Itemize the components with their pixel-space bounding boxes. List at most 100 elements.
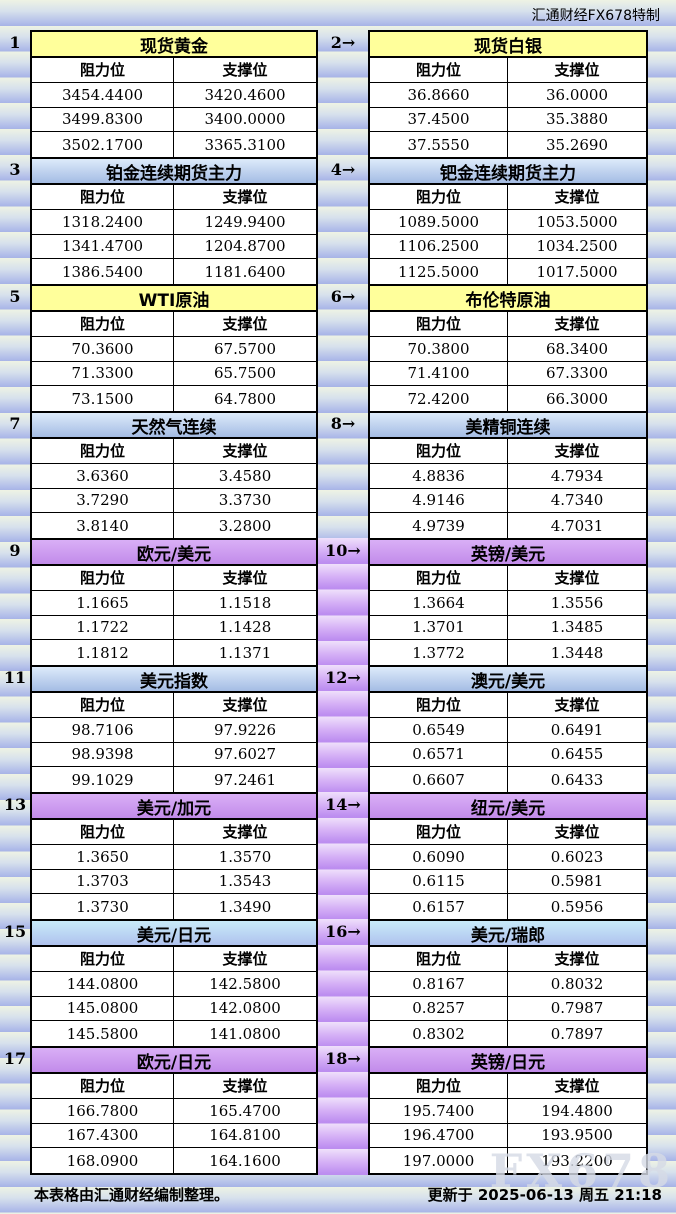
right-table-wrap: 现货白银 阻力位 支撑位 36.8660 36.0000 37.4500 35.3880 37… [368, 30, 648, 159]
support-value-cell: 1034.2500 [508, 234, 646, 260]
right-margin [648, 538, 676, 667]
right-table-wrap: 纽元/美元 阻力位 支撑位 0.6090 0.6023 0.6115 0.5981 0.615… [368, 792, 648, 921]
resistance-header: 阻力位 [370, 439, 508, 464]
resistance-value-cell: 98.9398 [32, 742, 174, 768]
resistance-header: 阻力位 [32, 693, 174, 718]
left-table-wrap: 美元/加元 阻力位 支撑位 1.3650 1.3570 1.3703 1.3543 1.373… [30, 792, 318, 921]
right-margin [648, 30, 676, 159]
resistance-value-cell: 1341.4700 [32, 234, 174, 260]
support-header: 支撑位 [174, 947, 316, 972]
row-number: 5 [9, 287, 21, 306]
resistance-header: 阻力位 [370, 693, 508, 718]
quote-table: 美元/加元 阻力位 支撑位 1.3650 1.3570 1.3703 1.3543 1.373… [30, 792, 318, 921]
right-table-wrap: 美精铜连续 阻力位 支撑位 4.8836 4.7934 4.9146 4.7340 4.973… [368, 411, 648, 540]
quote-table: 英镑/美元 阻力位 支撑位 1.3664 1.3556 1.3701 1.3485 1.377… [368, 538, 648, 667]
resistance-header: 阻力位 [32, 947, 174, 972]
row-number: 7 [9, 414, 21, 433]
center-strip: 8→ [318, 411, 368, 540]
resistance-value-cell: 1125.5000 [370, 259, 508, 284]
resistance-value-cell: 3.8140 [32, 513, 174, 538]
row-number: 17 [3, 1049, 27, 1068]
support-value-cell: 3.3730 [174, 488, 316, 514]
table-title: 天然气连续 [32, 413, 316, 439]
support-value-cell: 67.3300 [508, 361, 646, 387]
table-title: 铂金连续期货主力 [32, 159, 316, 185]
center-strip: 2→ [318, 30, 368, 159]
resistance-header: 阻力位 [32, 185, 174, 210]
left-row-number-column: 3 [0, 157, 30, 286]
section-row: 5 WTI原油 阻力位 支撑位 70.3600 67.5700 71.3300 65.7500… [0, 284, 676, 413]
support-value-cell: 1.3448 [508, 640, 646, 665]
right-table-wrap: 布伦特原油 阻力位 支撑位 70.3800 68.3400 71.4100 67.3300 7… [368, 284, 648, 413]
support-value-cell: 142.5800 [174, 971, 316, 997]
resistance-value-cell: 4.9146 [370, 488, 508, 514]
quote-table: 欧元/日元 阻力位 支撑位 166.7800 165.4700 167.4300 164.8… [30, 1046, 318, 1175]
resistance-value-cell: 144.0800 [32, 971, 174, 997]
resistance-value-cell: 1.3703 [32, 869, 174, 895]
support-header: 支撑位 [174, 1074, 316, 1099]
resistance-value-cell: 1089.5000 [370, 209, 508, 235]
footer-updated-timestamp: 更新于 2025-06-13 周五 21:18 [427, 1186, 662, 1204]
quote-table: 英镑/日元 阻力位 支撑位 195.7400 194.4800 196.4700 193.9… [368, 1046, 648, 1175]
resistance-header: 阻力位 [370, 1074, 508, 1099]
left-row-number-column: 17 [0, 1046, 30, 1175]
resistance-value-cell: 1.3701 [370, 615, 508, 641]
row-number-arrow: 18→ [325, 1049, 361, 1068]
support-header: 支撑位 [174, 185, 316, 210]
quote-table: 钯金连续期货主力 阻力位 支撑位 1089.5000 1053.5000 1106.250… [368, 157, 648, 286]
support-value-cell: 141.0800 [174, 1021, 316, 1046]
resistance-value-cell: 4.9739 [370, 513, 508, 538]
resistance-header: 阻力位 [370, 312, 508, 337]
support-header: 支撑位 [174, 820, 316, 845]
brand-label: 汇通财经FX678特制 [531, 8, 660, 24]
support-value-cell: 142.0800 [174, 996, 316, 1022]
resistance-header: 阻力位 [370, 185, 508, 210]
support-value-cell: 164.1600 [174, 1148, 316, 1173]
row-number: 3 [9, 160, 21, 179]
support-value-cell: 0.7987 [508, 996, 646, 1022]
quote-table: 铂金连续期货主力 阻力位 支撑位 1318.2400 1249.9400 1341.470… [30, 157, 318, 286]
section-row: 15 美元/日元 阻力位 支撑位 144.0800 142.5800 145.0800 142… [0, 919, 676, 1048]
support-value-cell: 36.0000 [508, 82, 646, 108]
resistance-value-cell: 1.1812 [32, 640, 174, 665]
resistance-header: 阻力位 [32, 566, 174, 591]
resistance-value-cell: 72.4200 [370, 386, 508, 411]
table-title: 布伦特原油 [370, 286, 646, 312]
resistance-value-cell: 1386.5400 [32, 259, 174, 284]
resistance-header: 阻力位 [370, 947, 508, 972]
table-title: 纽元/美元 [370, 794, 646, 820]
resistance-header: 阻力位 [370, 566, 508, 591]
resistance-value-cell: 37.5550 [370, 132, 508, 157]
support-value-cell: 65.7500 [174, 361, 316, 387]
support-value-cell: 4.7340 [508, 488, 646, 514]
resistance-value-cell: 1.3664 [370, 590, 508, 616]
resistance-value-cell: 71.3300 [32, 361, 174, 387]
quote-table: 现货黄金 阻力位 支撑位 3454.4400 3420.4600 3499.8300 340… [30, 30, 318, 159]
support-value-cell: 67.5700 [174, 336, 316, 362]
support-header: 支撑位 [508, 439, 646, 464]
support-value-cell: 1.3556 [508, 590, 646, 616]
left-table-wrap: 现货黄金 阻力位 支撑位 3454.4400 3420.4600 3499.8300 340… [30, 30, 318, 159]
quote-table: 美精铜连续 阻力位 支撑位 4.8836 4.7934 4.9146 4.7340 4.973… [368, 411, 648, 540]
center-strip: 10→ [318, 538, 368, 667]
resistance-header: 阻力位 [370, 820, 508, 845]
support-value-cell: 1.1371 [174, 640, 316, 665]
support-value-cell: 0.6455 [508, 742, 646, 768]
left-table-wrap: 欧元/日元 阻力位 支撑位 166.7800 165.4700 167.4300 164.8… [30, 1046, 318, 1175]
resistance-value-cell: 0.6549 [370, 717, 508, 743]
resistance-value-cell: 37.4500 [370, 107, 508, 133]
right-margin [648, 284, 676, 413]
section-row: 13 美元/加元 阻力位 支撑位 1.3650 1.3570 1.3703 1.3543 1.3… [0, 792, 676, 921]
center-strip: 18→ [318, 1046, 368, 1175]
resistance-header: 阻力位 [32, 312, 174, 337]
resistance-value-cell: 0.8167 [370, 971, 508, 997]
table-title: 美元/加元 [32, 794, 316, 820]
table-title: 现货黄金 [32, 32, 316, 58]
support-value-cell: 1.3543 [174, 869, 316, 895]
support-value-cell: 193.9500 [508, 1123, 646, 1149]
resistance-value-cell: 145.5800 [32, 1021, 174, 1046]
quote-table: 布伦特原油 阻力位 支撑位 70.3800 68.3400 71.4100 67.3300 7… [368, 284, 648, 413]
resistance-value-cell: 0.6115 [370, 869, 508, 895]
left-row-number-column: 11 [0, 665, 30, 794]
